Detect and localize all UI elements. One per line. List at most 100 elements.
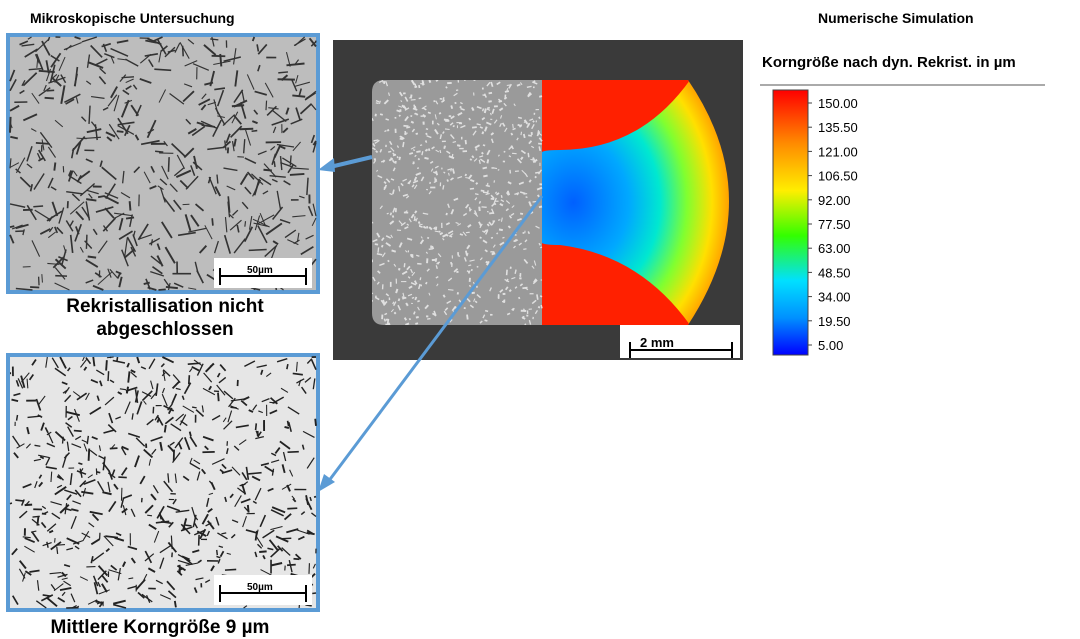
grain bbox=[485, 320, 488, 321]
grain bbox=[518, 117, 522, 118]
grain bbox=[315, 419, 316, 426]
left-heading: Mikroskopische Untersuchung bbox=[30, 10, 235, 26]
grain bbox=[482, 132, 483, 135]
grain bbox=[470, 285, 471, 287]
grain bbox=[504, 299, 505, 302]
grain bbox=[57, 547, 58, 554]
grain bbox=[470, 159, 471, 160]
grain bbox=[483, 145, 485, 146]
grain bbox=[416, 317, 419, 318]
grain bbox=[468, 265, 471, 266]
grain bbox=[415, 113, 416, 114]
grain bbox=[393, 215, 394, 217]
grain bbox=[74, 431, 82, 432]
grain bbox=[416, 151, 420, 152]
grain bbox=[539, 146, 540, 150]
grain bbox=[419, 98, 422, 99]
grain bbox=[469, 271, 470, 274]
grain bbox=[453, 125, 455, 126]
grain bbox=[477, 266, 479, 267]
caption: Mittlere Korngröße 9 µm bbox=[10, 617, 310, 639]
grain bbox=[25, 505, 32, 506]
grain bbox=[128, 371, 129, 382]
grain bbox=[392, 250, 396, 251]
grain bbox=[108, 371, 109, 381]
grain bbox=[388, 129, 389, 131]
grain bbox=[414, 87, 417, 88]
grain bbox=[456, 272, 458, 273]
sim-heading: Numerische Simulation bbox=[818, 10, 974, 26]
grain bbox=[427, 238, 429, 239]
grain bbox=[399, 115, 400, 116]
grain bbox=[479, 201, 480, 203]
grain bbox=[165, 425, 166, 432]
grain bbox=[435, 231, 439, 232]
grain bbox=[384, 187, 386, 188]
grain bbox=[382, 245, 383, 247]
grain bbox=[466, 140, 467, 144]
specimen-etched bbox=[372, 80, 542, 325]
grain bbox=[397, 157, 398, 158]
grain bbox=[525, 324, 526, 325]
grain bbox=[37, 517, 38, 526]
grain bbox=[185, 525, 191, 526]
grain bbox=[522, 288, 527, 289]
grain bbox=[89, 449, 90, 461]
grain bbox=[372, 293, 373, 294]
grain bbox=[448, 290, 453, 291]
grain bbox=[458, 292, 459, 294]
grain bbox=[476, 149, 477, 151]
grain bbox=[422, 151, 423, 155]
grain bbox=[10, 226, 14, 227]
grain bbox=[487, 108, 490, 109]
colorbar-ticks: 150.00135.50121.00106.5092.0077.5063.004… bbox=[808, 96, 858, 353]
tick-label: 19.50 bbox=[818, 314, 851, 329]
grain bbox=[17, 415, 18, 421]
tick-label: 77.50 bbox=[818, 217, 851, 232]
grain bbox=[378, 247, 379, 252]
grain bbox=[122, 77, 134, 78]
grain bbox=[528, 135, 532, 136]
grain bbox=[27, 379, 28, 389]
grain bbox=[263, 170, 271, 171]
grain bbox=[504, 151, 506, 152]
grain bbox=[486, 185, 490, 186]
grain bbox=[117, 357, 118, 361]
grain bbox=[424, 158, 428, 159]
grain bbox=[488, 101, 491, 102]
grain bbox=[485, 108, 486, 112]
grain bbox=[427, 319, 430, 320]
grain bbox=[376, 103, 379, 104]
grain bbox=[420, 145, 422, 146]
grain bbox=[287, 565, 296, 566]
grain bbox=[445, 129, 450, 130]
grain bbox=[414, 312, 415, 315]
grain bbox=[432, 246, 433, 249]
grain bbox=[523, 194, 527, 195]
grain bbox=[502, 237, 504, 238]
grain bbox=[274, 161, 275, 167]
grain bbox=[414, 105, 415, 109]
grain bbox=[485, 311, 488, 312]
grain bbox=[390, 213, 391, 216]
grain bbox=[466, 251, 467, 256]
grain bbox=[515, 270, 516, 274]
grain bbox=[383, 160, 385, 162]
grain bbox=[528, 153, 529, 157]
grain bbox=[535, 172, 540, 173]
tick-label: 106.50 bbox=[818, 169, 858, 184]
grain bbox=[217, 550, 218, 555]
grain bbox=[412, 297, 414, 298]
grain bbox=[288, 421, 289, 426]
grain bbox=[218, 393, 219, 402]
grain bbox=[10, 503, 12, 504]
grain bbox=[175, 601, 176, 607]
figure: 2 mm 50µm 50µm 150.00135.50121.00106.509… bbox=[0, 0, 1080, 639]
grain bbox=[533, 158, 534, 160]
grain bbox=[497, 233, 498, 234]
colorbar bbox=[773, 90, 808, 355]
tick-label: 5.00 bbox=[818, 338, 843, 353]
grain bbox=[480, 237, 482, 238]
grain bbox=[106, 360, 107, 370]
grain bbox=[440, 150, 441, 153]
